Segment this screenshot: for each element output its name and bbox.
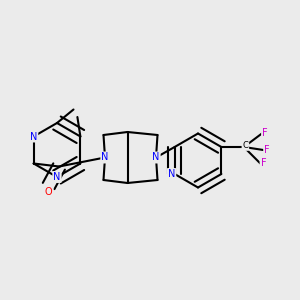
Text: N: N bbox=[30, 131, 37, 142]
Text: F: F bbox=[264, 145, 270, 155]
Text: N: N bbox=[152, 152, 160, 163]
Text: N: N bbox=[53, 172, 61, 182]
Text: N: N bbox=[168, 169, 175, 179]
Text: C: C bbox=[242, 141, 248, 150]
Text: F: F bbox=[261, 158, 266, 169]
Text: F: F bbox=[262, 128, 268, 139]
Text: N: N bbox=[101, 152, 109, 163]
Text: O: O bbox=[45, 187, 52, 197]
